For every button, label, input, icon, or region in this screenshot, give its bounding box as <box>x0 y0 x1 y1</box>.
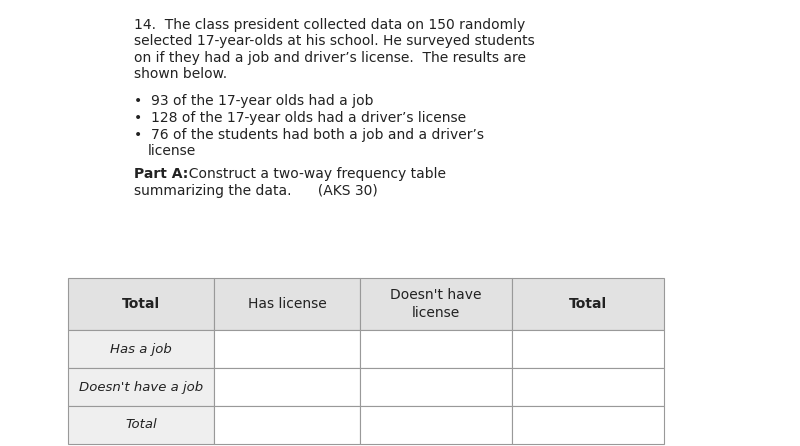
Text: Total: Total <box>569 297 607 311</box>
Text: shown below.: shown below. <box>134 67 227 82</box>
Text: Part A:: Part A: <box>134 167 188 181</box>
Text: on if they had a job and driver’s license.  The results are: on if they had a job and driver’s licens… <box>134 51 526 65</box>
Bar <box>360 278 512 330</box>
Text: •  93 of the 17-year olds had a job: • 93 of the 17-year olds had a job <box>134 94 374 108</box>
Bar <box>68 330 214 368</box>
Text: Doesn't have a job: Doesn't have a job <box>79 380 203 393</box>
Bar <box>360 330 512 368</box>
Bar <box>68 278 214 330</box>
Bar <box>68 406 214 444</box>
Text: •  128 of the 17-year olds had a driver’s license: • 128 of the 17-year olds had a driver’s… <box>134 111 466 125</box>
Bar <box>512 330 664 368</box>
Text: 14.  The class president collected data on 150 randomly: 14. The class president collected data o… <box>134 18 526 32</box>
Text: summarizing the data.      (AKS 30): summarizing the data. (AKS 30) <box>134 183 378 198</box>
Bar <box>360 368 512 406</box>
Text: •  76 of the students had both a job and a driver’s: • 76 of the students had both a job and … <box>134 128 484 142</box>
Bar <box>214 406 360 444</box>
Bar <box>512 278 664 330</box>
Bar <box>214 278 360 330</box>
Text: Total: Total <box>122 297 160 311</box>
Bar <box>512 406 664 444</box>
Bar <box>360 406 512 444</box>
Text: Construct a two-way frequency table: Construct a two-way frequency table <box>180 167 446 181</box>
Text: Has license: Has license <box>248 297 326 311</box>
Bar <box>214 330 360 368</box>
Text: Doesn't have
license: Doesn't have license <box>390 289 482 320</box>
Bar <box>512 368 664 406</box>
Bar <box>68 368 214 406</box>
Text: Has a job: Has a job <box>110 343 172 355</box>
Text: selected 17-year-olds at his school. He surveyed students: selected 17-year-olds at his school. He … <box>134 34 534 49</box>
Text: license: license <box>148 144 196 158</box>
Bar <box>214 368 360 406</box>
Text: Total: Total <box>125 418 157 431</box>
